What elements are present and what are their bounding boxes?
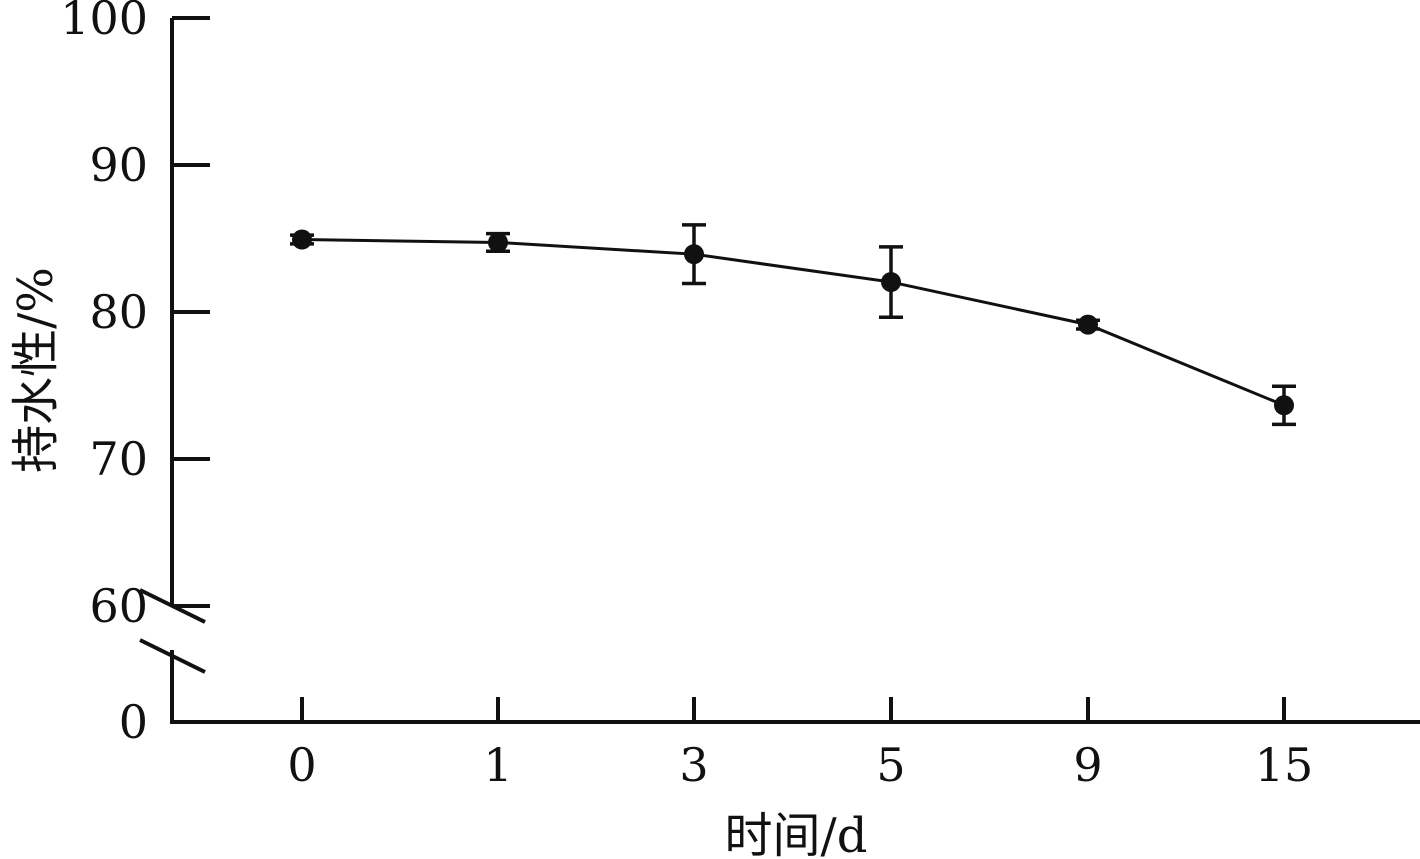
y-axis <box>139 18 206 722</box>
x-tick-label: 5 <box>876 738 905 792</box>
x-tick-label: 0 <box>287 738 316 792</box>
y-tick-label: 60 <box>89 579 148 633</box>
series-line <box>301 238 1285 407</box>
y-axis-title: 持水性/% <box>8 267 64 473</box>
y-tick-label: 70 <box>89 432 148 486</box>
x-tick-label: 3 <box>679 738 708 792</box>
y-tick-label: 100 <box>60 0 148 45</box>
data-point <box>488 232 508 253</box>
x-tick-label: 9 <box>1073 738 1102 792</box>
data-point <box>1078 314 1098 335</box>
x-tick-label: 1 <box>483 738 512 792</box>
series <box>290 223 1296 427</box>
x-axis-title: 时间/d <box>725 808 868 859</box>
data-point <box>881 272 901 293</box>
y-tick-label: 0 <box>119 695 148 749</box>
x-tick-label: 15 <box>1255 738 1314 792</box>
data-point <box>292 229 312 250</box>
data-point <box>684 244 704 265</box>
y-tick-label: 90 <box>89 138 148 192</box>
axis-break-mark-lower <box>139 638 206 674</box>
y-ticks: 100 90 80 70 60 0 <box>60 0 210 749</box>
y-tick-label: 80 <box>89 285 148 339</box>
data-point <box>1274 395 1294 416</box>
x-ticks: 0 1 3 5 9 15 <box>287 697 1313 792</box>
